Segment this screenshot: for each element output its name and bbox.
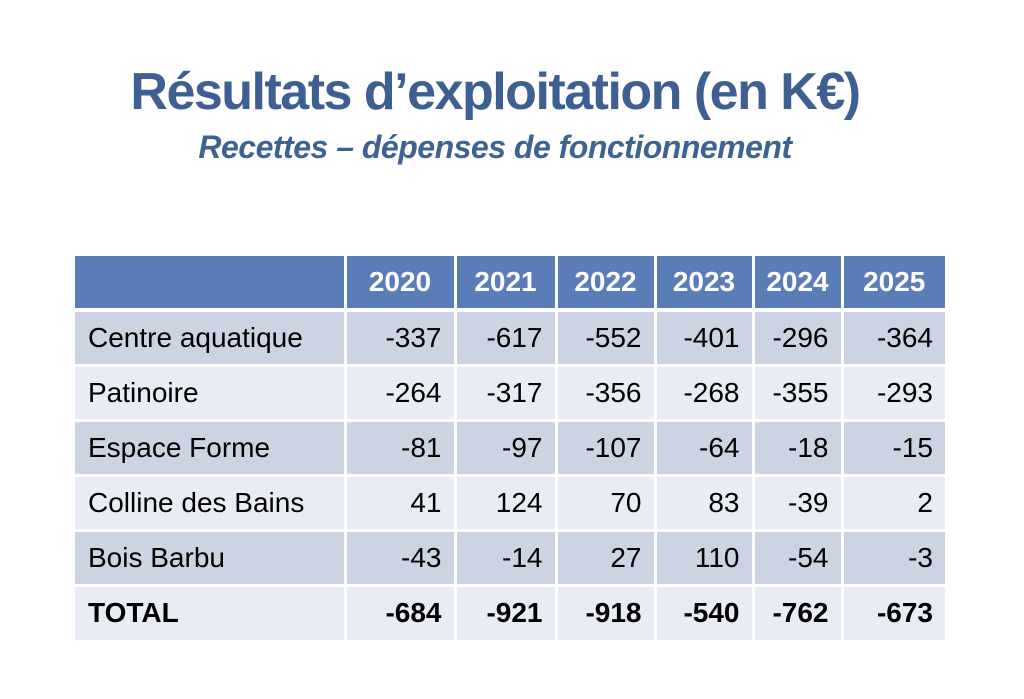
- row-label-cell: Patinoire: [75, 365, 347, 422]
- value-cell: -617: [455, 310, 558, 367]
- row-label-cell: Centre aquatique: [75, 310, 347, 367]
- value-cell: 70: [556, 475, 657, 532]
- value-cell: -364: [842, 310, 945, 367]
- value-cell: -552: [556, 310, 657, 367]
- value-cell: -921: [455, 585, 558, 640]
- year-header-cell: 2022: [556, 256, 657, 312]
- value-cell: 124: [455, 475, 558, 532]
- year-header-cell: 2023: [655, 256, 755, 312]
- value-cell: -355: [753, 365, 844, 422]
- table-row: Bois Barbu -43 -14 27 110 -54 -3: [75, 530, 945, 587]
- value-cell: -39: [753, 475, 844, 532]
- value-cell: -356: [556, 365, 657, 422]
- year-header-cell: 2021: [455, 256, 558, 312]
- row-label-cell: TOTAL: [75, 585, 347, 640]
- value-cell: 41: [345, 475, 457, 532]
- year-header-cell: 2025: [842, 256, 945, 312]
- value-cell: -293: [842, 365, 945, 422]
- table-row: Patinoire -264 -317 -356 -268 -355 -293: [75, 365, 945, 422]
- table-row: Espace Forme -81 -97 -107 -64 -18 -15: [75, 420, 945, 477]
- value-cell: -18: [753, 420, 844, 477]
- total-row: TOTAL -684 -921 -918 -540 -762 -673: [75, 585, 945, 640]
- value-cell: -54: [753, 530, 844, 587]
- row-label-cell: Colline des Bains: [75, 475, 347, 532]
- value-cell: 83: [655, 475, 755, 532]
- value-cell: 2: [842, 475, 945, 532]
- table-header-row: 2020 2021 2022 2023 2024 2025: [75, 256, 945, 312]
- corner-cell: [75, 256, 347, 312]
- value-cell: -337: [345, 310, 457, 367]
- value-cell: -81: [345, 420, 457, 477]
- row-label-cell: Bois Barbu: [75, 530, 347, 587]
- table-row: Centre aquatique -337 -617 -552 -401 -296 -364: [75, 310, 945, 367]
- table-row: Colline des Bains 41 124 70 83 -39 2: [75, 475, 945, 532]
- value-cell: -540: [655, 585, 755, 640]
- value-cell: -107: [556, 420, 657, 477]
- value-cell: -918: [556, 585, 657, 640]
- value-cell: -264: [345, 365, 457, 422]
- value-cell: -14: [455, 530, 558, 587]
- value-cell: -296: [753, 310, 844, 367]
- value-cell: -762: [753, 585, 844, 640]
- value-cell: -268: [655, 365, 755, 422]
- year-header-cell: 2020: [345, 256, 457, 312]
- value-cell: -97: [455, 420, 558, 477]
- year-header-cell: 2024: [753, 256, 844, 312]
- value-cell: -401: [655, 310, 755, 367]
- value-cell: -64: [655, 420, 755, 477]
- value-cell: -3: [842, 530, 945, 587]
- results-table: 2020 2021 2022 2023 2024 2025 Centre aquatiqu…: [75, 256, 945, 640]
- value-cell: -673: [842, 585, 945, 640]
- row-label-cell: Espace Forme: [75, 420, 347, 477]
- value-cell: -15: [842, 420, 945, 477]
- value-cell: -317: [455, 365, 558, 422]
- value-cell: -684: [345, 585, 457, 640]
- slide-subtitle: Recettes – dépenses de fonctionnement: [198, 129, 792, 165]
- value-cell: 27: [556, 530, 657, 587]
- slide-title: Résultats d’exploitation (en K€): [130, 63, 861, 121]
- value-cell: -43: [345, 530, 457, 587]
- value-cell: 110: [655, 530, 755, 587]
